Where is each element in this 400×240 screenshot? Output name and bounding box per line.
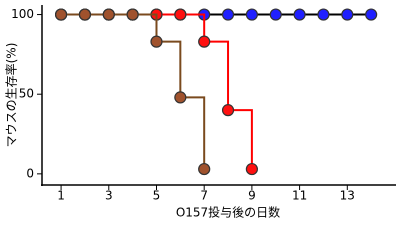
x-tick-label: 1 — [57, 189, 65, 203]
point — [245, 162, 258, 176]
point — [150, 35, 163, 48]
y-tick-label: 50 — [19, 87, 34, 101]
point — [341, 8, 354, 21]
point — [221, 104, 235, 117]
y-tick-label: 0 — [26, 166, 34, 180]
point — [198, 162, 211, 176]
x-tick-label: 5 — [153, 189, 161, 203]
survival-line — [61, 13, 206, 170]
y-tick-label: 100 — [11, 7, 34, 21]
y-axis-label: マウスの生存率(%) — [4, 43, 19, 148]
x-tick-label: 13 — [340, 189, 355, 203]
point — [78, 8, 92, 21]
point — [293, 8, 306, 21]
point — [269, 8, 282, 21]
point — [174, 8, 187, 21]
x-tick-label: 3 — [105, 189, 113, 203]
point — [102, 8, 115, 21]
x-tick-label: 7 — [200, 189, 208, 203]
point — [317, 8, 330, 21]
point — [365, 8, 378, 21]
point — [174, 91, 187, 104]
x-axis-label: O157投与後の日数 — [176, 205, 280, 220]
point — [126, 8, 139, 21]
point — [245, 8, 258, 21]
point — [198, 35, 211, 48]
x-tick-label: 9 — [248, 189, 256, 203]
point — [54, 8, 68, 21]
x-tick-label: 11 — [292, 189, 307, 203]
point — [221, 8, 235, 21]
